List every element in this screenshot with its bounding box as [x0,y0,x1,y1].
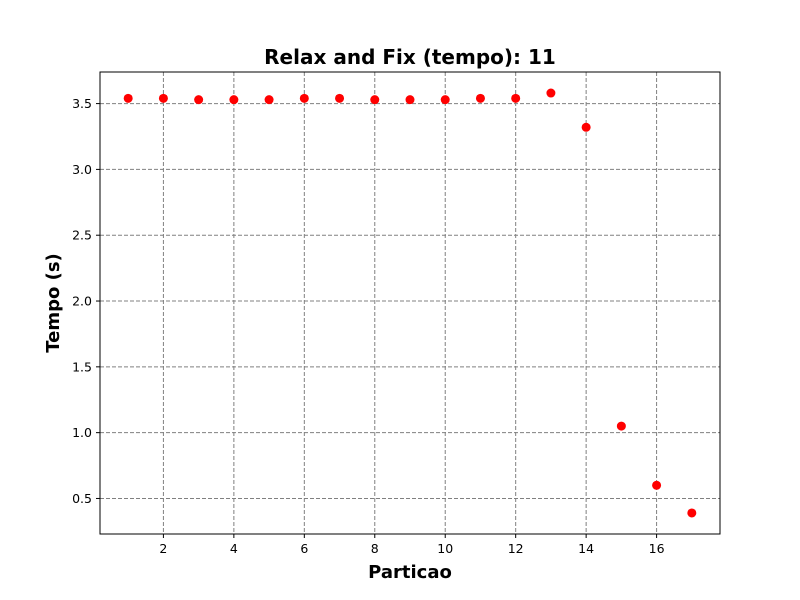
chart-title: Relax and Fix (tempo): 11 [264,45,556,69]
data-point [475,93,485,103]
data-point [194,95,204,105]
x-tick-label: 2 [159,541,167,556]
y-tick-label: 1.5 [72,359,92,374]
data-point [440,95,450,105]
y-tick-label: 3.0 [72,162,92,177]
y-tick-label: 1.0 [72,425,92,440]
data-point [335,93,345,103]
x-tick-label: 10 [437,541,453,556]
x-axis-label: Particao [368,562,452,583]
y-tick-label: 2.0 [72,294,92,309]
y-tick-label: 0.5 [72,491,92,506]
axis-ticks: 2 4 6 8 10 12 14 16 0.5 1.0 1.5 2.0 2.5 3.0 3.5 [72,96,664,556]
data-point [546,88,556,98]
x-tick-label: 6 [300,541,308,556]
data-point [299,93,309,103]
data-point [687,508,697,518]
data-point [581,122,591,132]
x-tick-label: 4 [230,541,238,556]
x-tick-label: 16 [649,541,665,556]
data-points [123,88,697,518]
y-tick-label: 3.5 [72,96,92,111]
data-point [158,93,168,103]
data-point [511,93,521,103]
grid-lines [100,72,720,534]
plot-frame [99,71,721,535]
y-tick-label: 2.5 [72,228,92,243]
data-point [123,93,133,103]
data-point [370,95,380,105]
data-point [264,95,274,105]
x-tick-label: 8 [371,541,379,556]
data-point [405,95,415,105]
data-point [616,421,626,431]
data-point [229,95,239,105]
data-point [652,480,662,490]
y-axis-label: Tempo (s) [43,253,64,353]
x-tick-label: 12 [508,541,524,556]
x-tick-label: 14 [578,541,594,556]
